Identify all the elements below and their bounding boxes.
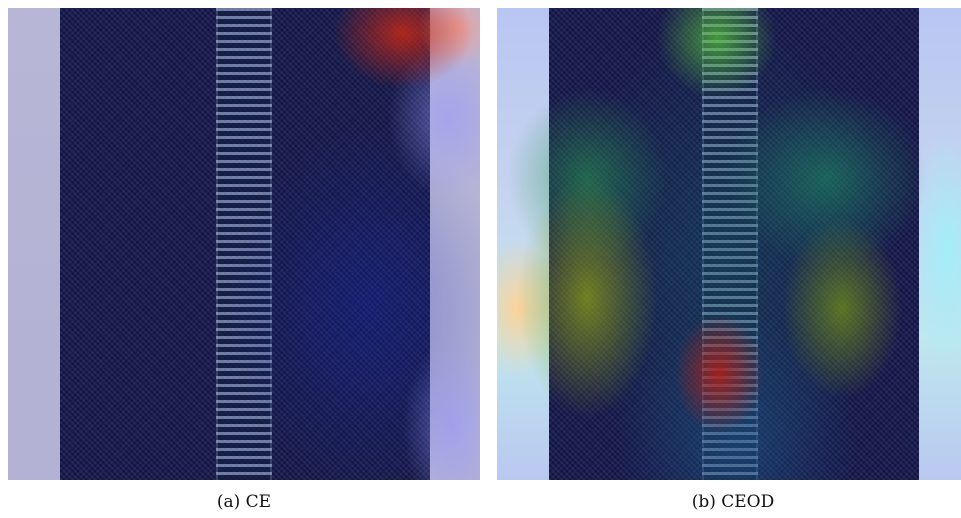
heatmap-panel-ceod <box>497 8 961 480</box>
attention-overlay <box>8 8 480 480</box>
caption-ceod: (b) CEOD <box>691 492 775 512</box>
attention-overlay <box>497 8 961 480</box>
heatmap-panel-ce <box>8 8 480 480</box>
caption-ce: (a) CE <box>216 492 272 512</box>
